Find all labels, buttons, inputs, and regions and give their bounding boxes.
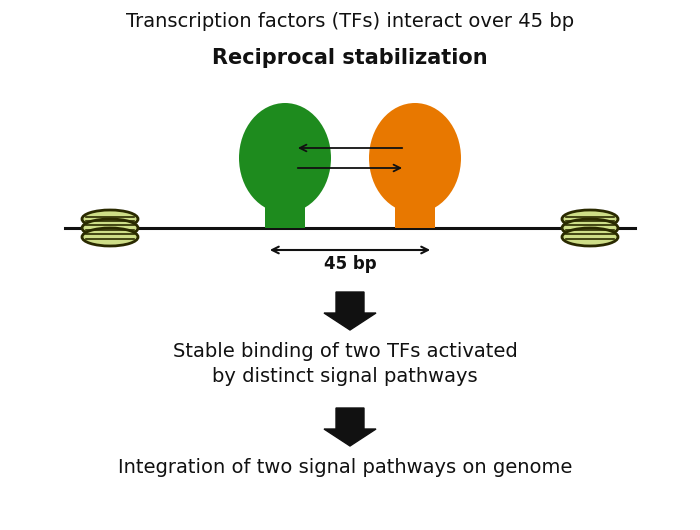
- Text: Transcription factors (TFs) interact over 45 bp: Transcription factors (TFs) interact ove…: [126, 12, 574, 31]
- Bar: [395, 203, 435, 228]
- Ellipse shape: [562, 228, 618, 246]
- Ellipse shape: [562, 210, 618, 228]
- FancyArrow shape: [324, 292, 376, 330]
- Ellipse shape: [82, 219, 138, 237]
- Ellipse shape: [562, 219, 618, 237]
- Text: Stable binding of two TFs activated
by distinct signal pathways: Stable binding of two TFs activated by d…: [173, 342, 517, 386]
- Ellipse shape: [239, 103, 331, 213]
- FancyArrow shape: [324, 408, 376, 446]
- Ellipse shape: [82, 228, 138, 246]
- Text: Integration of two signal pathways on genome: Integration of two signal pathways on ge…: [118, 458, 572, 477]
- Bar: [265, 203, 305, 228]
- Ellipse shape: [369, 103, 461, 213]
- Text: Reciprocal stabilization: Reciprocal stabilization: [212, 48, 488, 68]
- Ellipse shape: [82, 210, 138, 228]
- Text: 45 bp: 45 bp: [323, 255, 377, 273]
